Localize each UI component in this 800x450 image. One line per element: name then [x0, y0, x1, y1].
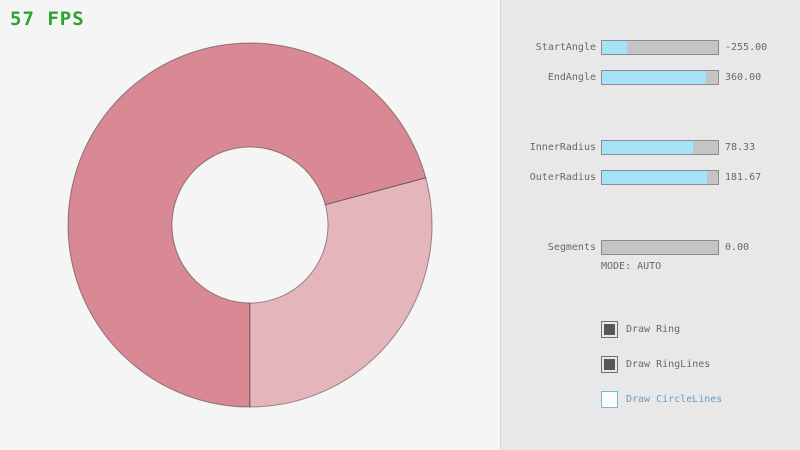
ring-sector-dark	[67, 42, 427, 408]
end-angle-label: EndAngle	[547, 72, 596, 83]
slider-row-start-angle: StartAngle -255.00	[501, 40, 800, 56]
segments-value: 0.00	[725, 242, 750, 253]
slider-row-end-angle: EndAngle 360.00	[501, 70, 800, 86]
slider-row-inner-radius: InnerRadius 78.33	[501, 140, 800, 156]
checkbox-draw-ring-lines-label: Draw RingLines	[626, 358, 711, 370]
checkbox-draw-circle-lines-box[interactable]	[601, 390, 618, 408]
mode-label: MODE: AUTO	[601, 261, 662, 272]
start-angle-label: StartAngle	[535, 42, 596, 53]
outer-radius-slider-fill	[602, 171, 708, 184]
segments-slider[interactable]	[601, 240, 719, 255]
start-angle-slider[interactable]	[601, 40, 719, 55]
inner-radius-slider[interactable]	[601, 140, 719, 155]
checkbox-draw-ring-box[interactable]	[601, 320, 618, 338]
outer-radius-value: 181.67	[725, 172, 762, 183]
checkbox-draw-ring-lines-box[interactable]	[601, 355, 618, 373]
end-angle-slider[interactable]	[601, 70, 719, 85]
start-angle-slider-fill	[602, 41, 628, 54]
slider-row-segments: Segments 0.00	[501, 240, 800, 256]
checkbox-draw-ring-label: Draw Ring	[626, 323, 681, 335]
start-angle-value: -255.00	[725, 42, 768, 53]
checkbox-draw-ring[interactable]: Draw Ring	[601, 320, 680, 338]
end-angle-value: 360.00	[725, 72, 762, 83]
inner-radius-slider-fill	[602, 141, 693, 154]
inner-radius-value: 78.33	[725, 142, 756, 153]
checkbox-draw-ring-lines[interactable]: Draw RingLines	[601, 355, 710, 373]
inner-radius-label: InnerRadius	[529, 142, 596, 153]
fps-counter: 57 FPS	[10, 8, 85, 30]
segments-label: Segments	[547, 242, 596, 253]
end-angle-slider-fill	[602, 71, 707, 84]
outer-radius-label: OuterRadius	[529, 172, 596, 183]
checkbox-draw-circle-lines-label: Draw CircleLines	[626, 393, 723, 405]
ring-chart	[67, 42, 433, 408]
slider-row-outer-radius: OuterRadius 181.67	[501, 170, 800, 186]
ring-sector-light	[249, 177, 433, 408]
checkbox-draw-circle-lines[interactable]: Draw CircleLines	[601, 390, 722, 408]
control-panel: StartAngle -255.00 EndAngle 360.00 Inner…	[500, 0, 800, 450]
outer-radius-slider[interactable]	[601, 170, 719, 185]
